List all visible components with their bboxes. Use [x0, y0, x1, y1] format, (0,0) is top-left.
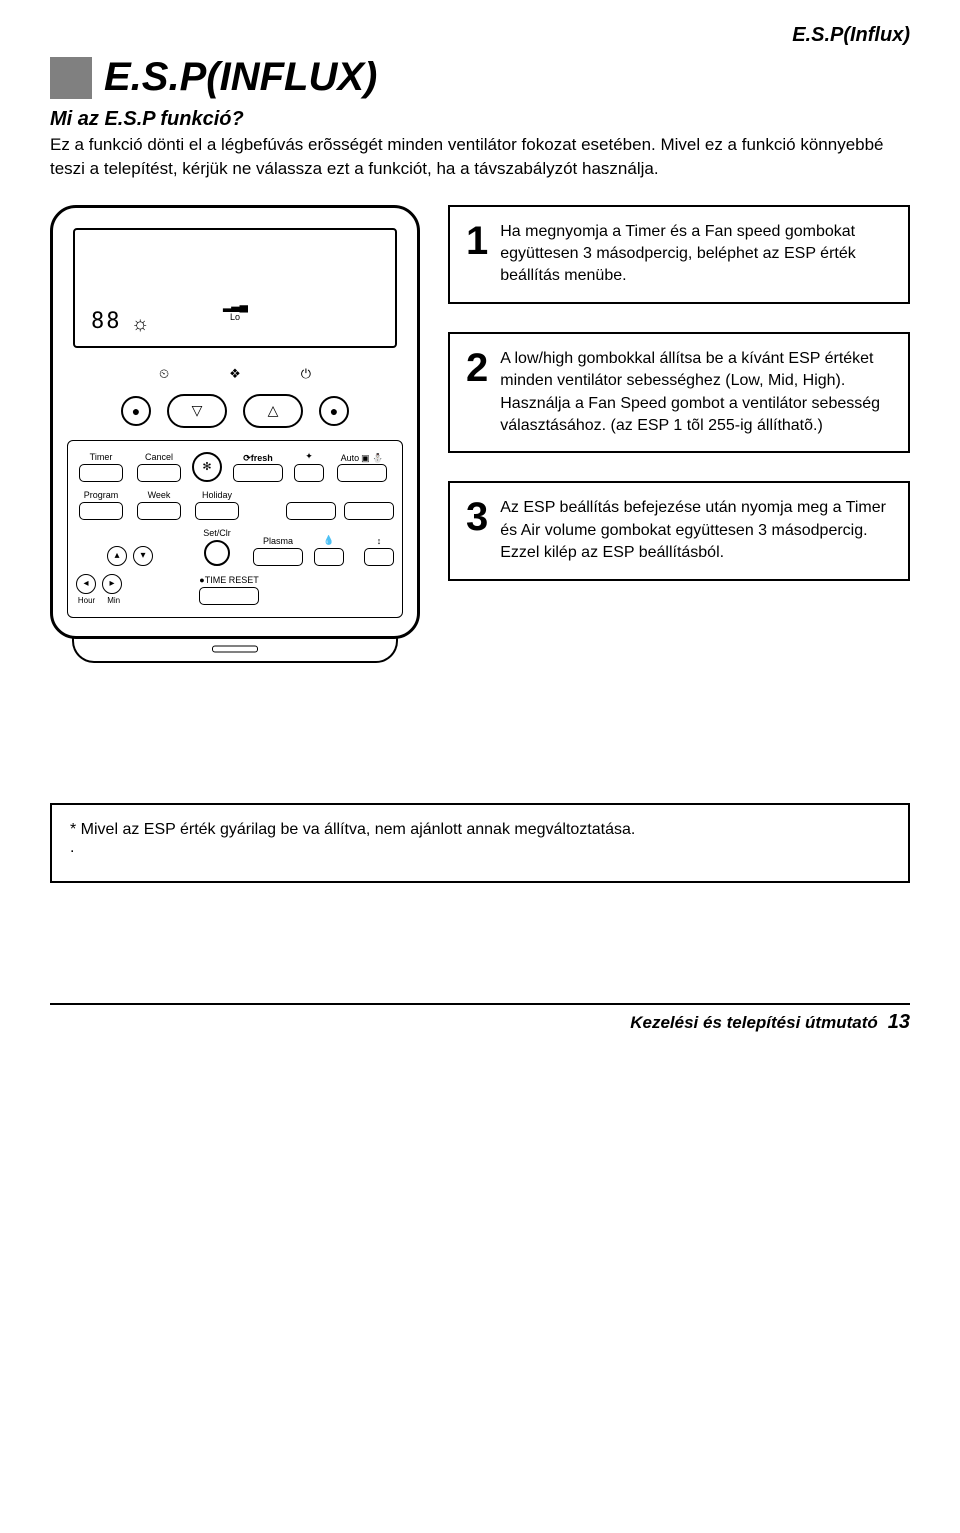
blank-button-r2a[interactable]: [286, 502, 336, 520]
main-content: 88 ☼ ▂▃▄ Lo ⏲ ❖ ⏻ ● ▽ △ ●: [50, 205, 910, 663]
remote-column: 88 ☼ ▂▃▄ Lo ⏲ ❖ ⏻ ● ▽ △ ●: [50, 205, 420, 663]
plasma-button[interactable]: [253, 548, 303, 566]
humid-icon: 💧: [323, 535, 334, 546]
vane-button[interactable]: [364, 548, 394, 566]
timereset-label: ●TIME RESET: [199, 575, 258, 585]
remote-tab: [72, 637, 398, 663]
setclr-label: Set/Clr: [203, 528, 231, 538]
panel-row-4: ◂ ▸ Hour Min ●TIME RESET: [76, 574, 394, 605]
down-button[interactable]: △: [243, 394, 303, 428]
step-2-text: A low/high gombokkal állítsa be a kívánt…: [500, 348, 892, 438]
fan-icon: ✦: [305, 451, 313, 462]
panel-row-1: Timer Cancel ✻ ⟳fresh ✦: [76, 451, 394, 482]
timer-button[interactable]: [79, 464, 123, 482]
step-3-text: Az ESP beállítás befejezése után nyomja …: [500, 497, 892, 564]
up-button[interactable]: ▽: [167, 394, 227, 428]
fresh-button[interactable]: [233, 464, 283, 482]
footer-text: Kezelési és telepítési útmutató: [630, 1013, 878, 1033]
right-dot-button[interactable]: ●: [319, 396, 349, 426]
page-title: E.S.P(INFLUX): [104, 55, 377, 100]
step-1-num: 1: [466, 221, 488, 288]
footer: Kezelési és telepítési útmutató 13: [50, 1003, 910, 1034]
note-box: * Mivel az ESP érték gyárilag be va állí…: [50, 803, 910, 883]
lcd-lo-label: Lo: [230, 312, 240, 322]
lower-panel: Timer Cancel ✻ ⟳fresh ✦: [67, 440, 403, 618]
breadcrumb: E.S.P(Influx): [50, 24, 910, 47]
holiday-label: Holiday: [202, 490, 232, 500]
cancel-label: Cancel: [145, 452, 173, 462]
footer-page: 13: [888, 1011, 910, 1034]
auto-icons: Auto ▣ ⛄: [341, 453, 384, 464]
title-row: E.S.P(INFLUX): [50, 55, 910, 100]
hour-label: Hour: [78, 596, 95, 605]
down-arrow-button[interactable]: ▾: [133, 546, 153, 566]
timer-label: Timer: [90, 452, 113, 462]
timereset-button[interactable]: [199, 587, 259, 605]
blank-button-r2b[interactable]: [344, 502, 394, 520]
min-label: Min: [107, 596, 120, 605]
lcd-display: 88 ☼ ▂▃▄ Lo: [73, 228, 397, 348]
program-button[interactable]: [79, 502, 123, 520]
left-arrow-button[interactable]: ◂: [76, 574, 96, 594]
lcd-bars-icon: ▂▃▄: [223, 298, 247, 312]
dot-button[interactable]: ●: [121, 396, 151, 426]
mode-button[interactable]: ✻: [192, 452, 222, 482]
program-label: Program: [84, 490, 119, 500]
clock-icon: ⏲: [159, 366, 169, 382]
lcd-segments: 88: [91, 309, 122, 334]
subheading: Mi az E.S.P funkció?: [50, 108, 910, 131]
week-label: Week: [148, 490, 171, 500]
lcd-sun-icon: ☼: [131, 313, 149, 336]
step-2-box: 2 A low/high gombokkal állítsa be a kívá…: [448, 332, 910, 454]
plasma-label: Plasma: [263, 536, 293, 546]
step-2-num: 2: [466, 348, 488, 438]
step-3-num: 3: [466, 497, 488, 564]
right-arrow-button[interactable]: ▸: [102, 574, 122, 594]
power-icon: ⏻: [301, 366, 311, 382]
steps-column: 1 Ha megnyomja a Timer és a Fan speed go…: [448, 205, 910, 663]
cancel-button[interactable]: [137, 464, 181, 482]
vane-icon: ↕: [377, 536, 382, 546]
fresh-label: ⟳fresh: [243, 453, 273, 464]
remote-controller: 88 ☼ ▂▃▄ Lo ⏲ ❖ ⏻ ● ▽ △ ●: [50, 205, 420, 639]
arc-buttons: ● ▽ △ ●: [67, 394, 403, 428]
intro-paragraph: Ez a funkció dönti el a légbefúvás erõss…: [50, 133, 910, 181]
setclr-button[interactable]: [204, 540, 230, 566]
step-1-text: Ha megnyomja a Timer és a Fan speed gomb…: [500, 221, 892, 288]
fan-button[interactable]: [294, 464, 324, 482]
title-marker: [50, 57, 92, 99]
step-3-box: 3 Az ESP beállítás befejezése után nyomj…: [448, 481, 910, 580]
humid-button[interactable]: [314, 548, 344, 566]
up-arrow-button[interactable]: ▴: [107, 546, 127, 566]
step-1-box: 1 Ha megnyomja a Timer és a Fan speed go…: [448, 205, 910, 304]
diamond-icon: ❖: [229, 366, 241, 382]
auto-button[interactable]: [337, 464, 387, 482]
week-button[interactable]: [137, 502, 181, 520]
holiday-button[interactable]: [195, 502, 239, 520]
panel-row-2: Program Week Holiday: [76, 490, 394, 520]
panel-row-3: ▴ ▾ Set/Clr Plasma 💧: [76, 528, 394, 566]
arc-icons: ⏲ ❖ ⏻: [67, 366, 403, 382]
